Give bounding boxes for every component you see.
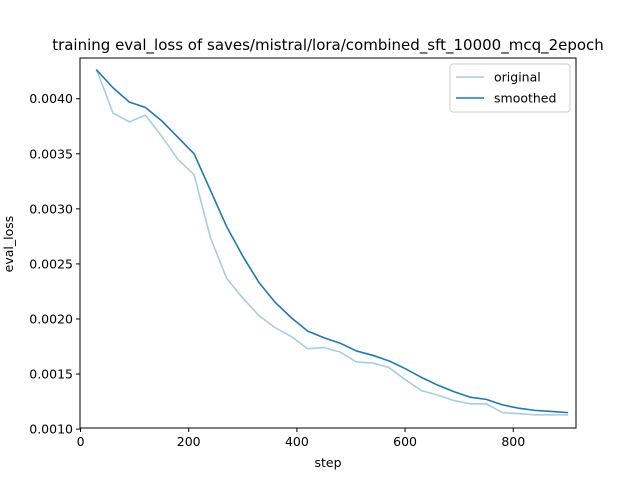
y-tick-label: 0.0025 <box>29 256 73 271</box>
y-tick-label: 0.0035 <box>29 146 73 161</box>
y-tick-label: 0.0030 <box>29 201 73 216</box>
y-axis-label: eval_loss <box>1 216 16 273</box>
y-tick-label: 0.0020 <box>29 311 73 326</box>
x-tick-label: 800 <box>501 434 525 449</box>
x-axis-label: step <box>314 455 341 470</box>
plot-frame <box>79 57 577 429</box>
legend-label-original: original <box>494 70 541 85</box>
x-tick-label: 0 <box>77 434 85 449</box>
legend: original smoothed <box>449 63 571 113</box>
legend-label-smoothed: smoothed <box>494 91 556 106</box>
y-tick-label: 0.0040 <box>29 91 73 106</box>
series-line-original <box>95 69 569 416</box>
chart-title: training eval_loss of saves/mistral/lora… <box>52 36 604 55</box>
x-tick-label: 600 <box>393 434 417 449</box>
legend-box <box>449 63 571 113</box>
y-tick-label: 0.0010 <box>29 422 73 437</box>
y-tick-label: 0.0015 <box>29 367 73 382</box>
series-line-smoothed <box>95 68 569 414</box>
x-tick-label: 400 <box>285 434 309 449</box>
x-tick-label: 200 <box>177 434 201 449</box>
plot-area: 0 200 400 600 800 0.0010 0.0015 0.0020 0.0025 0.0… <box>29 57 577 449</box>
